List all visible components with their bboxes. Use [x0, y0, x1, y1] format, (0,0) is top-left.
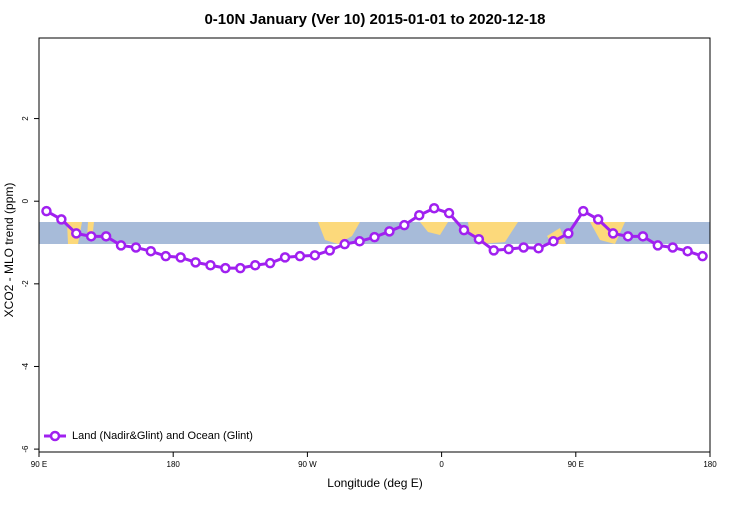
point	[309, 250, 321, 261]
point	[41, 205, 52, 217]
point	[71, 228, 82, 239]
point	[697, 250, 708, 262]
y-tick-label: -2	[21, 280, 30, 288]
point	[249, 259, 261, 271]
x-tick-label: 90 E	[568, 460, 584, 469]
point	[578, 205, 589, 217]
point	[682, 245, 693, 257]
point	[607, 228, 619, 239]
point	[458, 224, 470, 236]
point	[264, 257, 276, 269]
point	[145, 245, 157, 257]
point	[339, 238, 350, 250]
point	[85, 231, 97, 242]
point	[518, 242, 529, 253]
point	[190, 257, 201, 268]
y-axis-label: XCO2 - MLO trend (ppm)	[2, 183, 16, 318]
plot-frame	[38, 37, 711, 453]
point	[354, 236, 365, 247]
point	[115, 240, 127, 251]
point	[473, 233, 485, 245]
point	[428, 202, 440, 214]
point	[160, 250, 171, 262]
point	[548, 236, 559, 247]
x-tick-label: 0	[439, 460, 444, 469]
point	[220, 262, 231, 274]
point	[592, 214, 604, 225]
y-tick-label: 2	[21, 116, 30, 121]
y-tick-label: -4	[21, 362, 30, 370]
point	[652, 240, 664, 251]
x-tick-label: 180	[703, 460, 717, 469]
legend-label: Land (Nadir&Glint) and Ocean (Glint)	[72, 430, 253, 442]
point	[413, 210, 425, 221]
x-tick-label: 90 W	[298, 460, 317, 469]
point	[130, 242, 142, 253]
point	[369, 231, 380, 243]
point	[399, 219, 410, 231]
point	[533, 243, 544, 254]
y-tick-label: -6	[21, 445, 30, 453]
point	[622, 231, 634, 242]
legend-marker	[49, 430, 61, 442]
point	[235, 262, 246, 274]
x-tick-label: 180	[167, 460, 181, 469]
y-tick-label: 0	[21, 198, 30, 203]
point	[667, 242, 678, 253]
point	[279, 252, 291, 263]
point	[563, 228, 574, 239]
chart-title: 0-10N January (Ver 10) 2015-01-01 to 202…	[204, 11, 545, 28]
point	[175, 252, 186, 263]
point	[443, 207, 455, 219]
point	[56, 214, 67, 225]
point	[384, 226, 395, 237]
point	[205, 259, 216, 271]
point	[503, 243, 514, 255]
x-axis-label: Longitude (deg E)	[327, 476, 422, 490]
x-tick-label: 90 E	[31, 460, 47, 469]
point	[100, 231, 112, 242]
point	[294, 250, 306, 262]
point	[488, 245, 500, 256]
point	[637, 231, 649, 242]
point	[324, 245, 336, 256]
